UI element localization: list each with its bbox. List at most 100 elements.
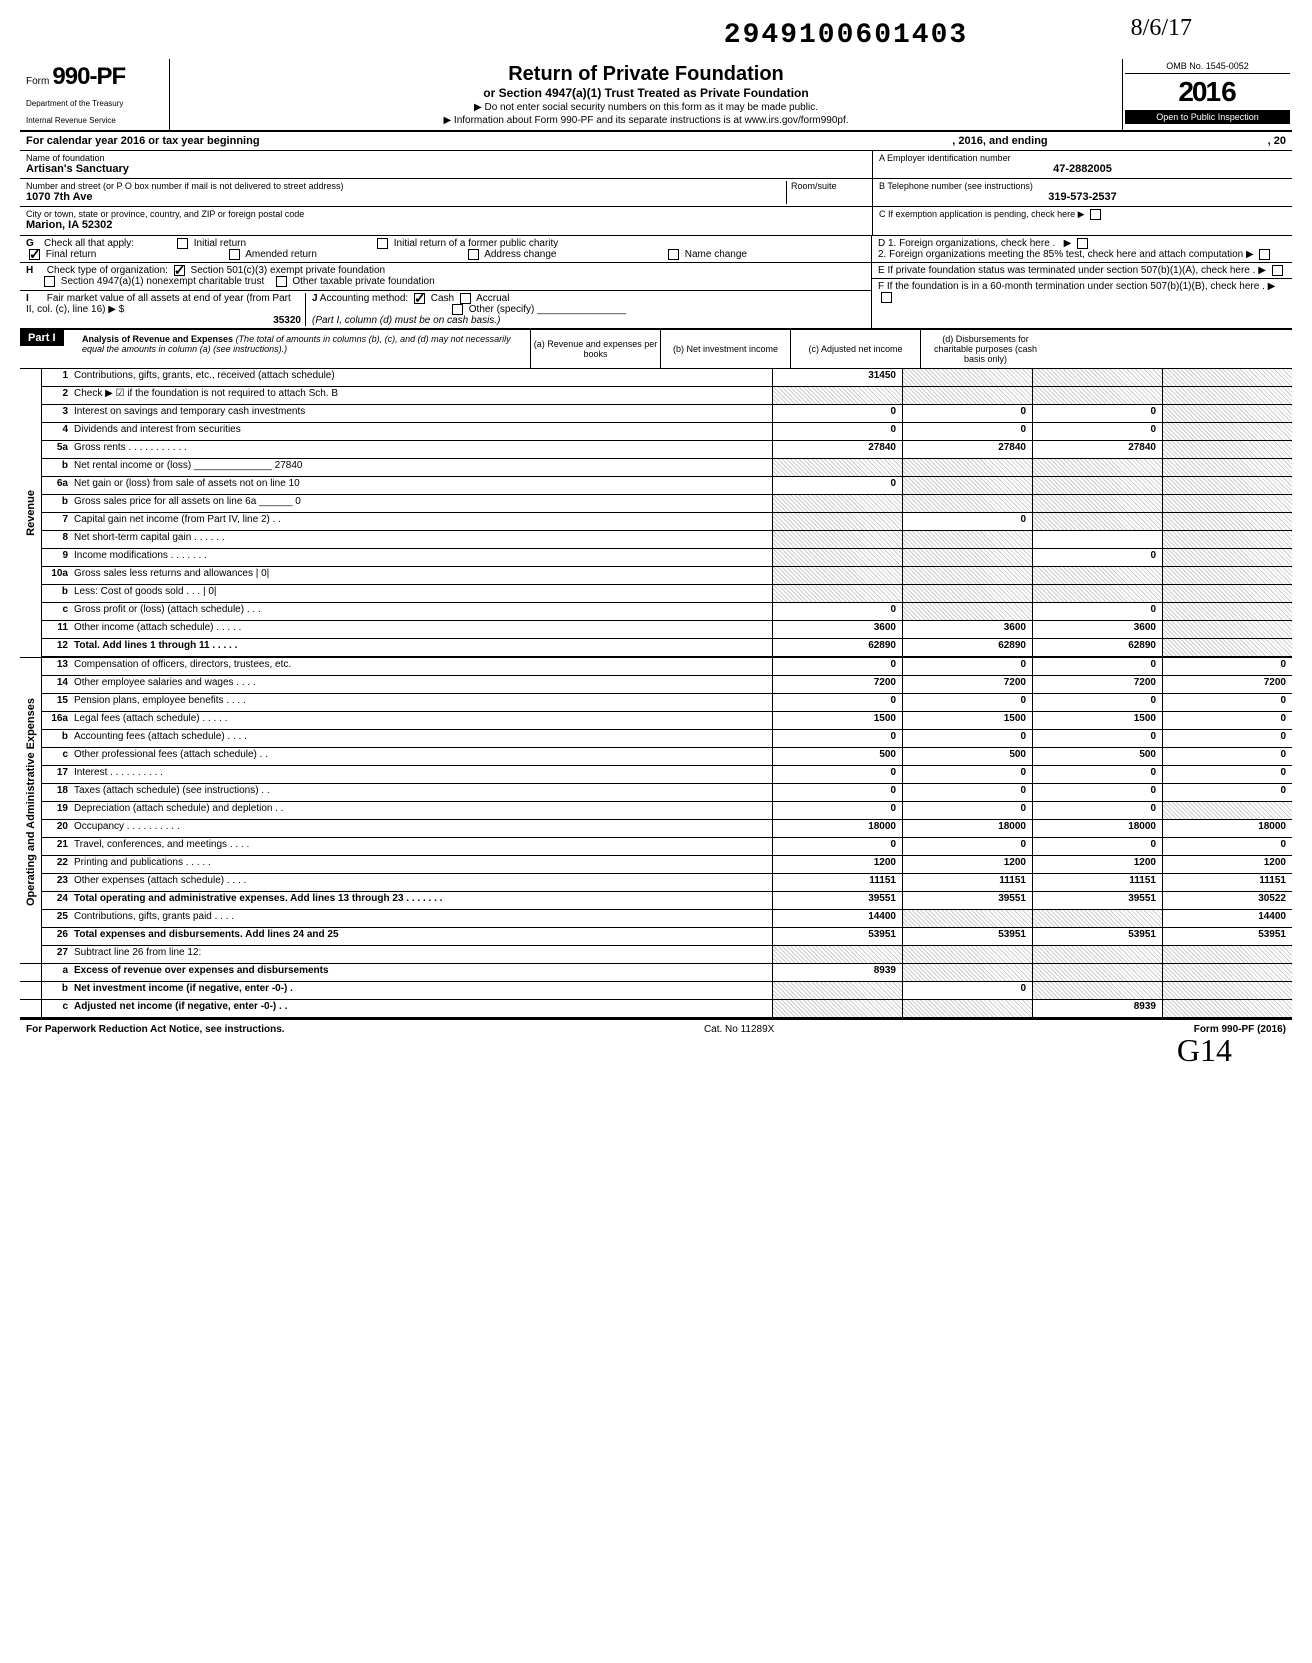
cell-b: 0 xyxy=(902,513,1032,530)
cell-d xyxy=(1162,964,1292,981)
other-method-checkbox[interactable] xyxy=(452,304,463,315)
initial-return-checkbox[interactable] xyxy=(177,238,188,249)
table-row: 18Taxes (attach schedule) (see instructi… xyxy=(42,784,1292,802)
year-prefix: 20 xyxy=(1178,76,1205,107)
cell-c xyxy=(1032,982,1162,999)
row-label: Net gain or (loss) from sale of assets n… xyxy=(74,477,772,494)
row-label: Net investment income (if negative, ente… xyxy=(74,982,772,999)
cell-c: 0 xyxy=(1032,784,1162,801)
cash-checkbox[interactable] xyxy=(414,293,425,304)
row-number: b xyxy=(42,982,74,999)
cell-c: 1200 xyxy=(1032,856,1162,873)
4947-checkbox[interactable] xyxy=(44,276,55,287)
f-label: F If the foundation is in a 60-month ter… xyxy=(878,281,1259,292)
cell-b xyxy=(902,910,1032,927)
cell-c xyxy=(1032,585,1162,602)
row-label: Net short-term capital gain . . . . . . xyxy=(74,531,772,548)
section-c-checkbox[interactable] xyxy=(1090,209,1101,220)
501c3-checkbox[interactable] xyxy=(174,265,185,276)
table-row: 14Other employee salaries and wages . . … xyxy=(42,676,1292,694)
cell-b: 27840 xyxy=(902,441,1032,458)
e-checkbox[interactable] xyxy=(1272,265,1283,276)
cell-c: 0 xyxy=(1032,694,1162,711)
cell-b: 0 xyxy=(902,694,1032,711)
cell-a: 14400 xyxy=(772,910,902,927)
row-number: 5a xyxy=(42,441,74,458)
instruction-2: ▶ Information about Form 990-PF and its … xyxy=(176,115,1116,126)
city-state-zip: Marion, IA 52302 xyxy=(26,219,866,231)
d2-checkbox[interactable] xyxy=(1259,249,1270,260)
cell-d: 0 xyxy=(1162,712,1292,729)
table-row: 1Contributions, gifts, grants, etc., rec… xyxy=(42,369,1292,387)
table-row: 8Net short-term capital gain . . . . . . xyxy=(42,531,1292,549)
cal-year-mid: , 2016, and ending xyxy=(952,135,1047,147)
cell-a: 18000 xyxy=(772,820,902,837)
former-charity-checkbox[interactable] xyxy=(377,238,388,249)
cell-b: 0 xyxy=(902,658,1032,675)
fmv-value: 35320 xyxy=(26,315,301,326)
summary-section: 27Subtract line 26 from line 12:aExcess … xyxy=(20,946,1292,1018)
row-label: Interest on savings and temporary cash i… xyxy=(74,405,772,422)
opt-501c3: Section 501(c)(3) exempt private foundat… xyxy=(191,265,386,276)
cell-b: 500 xyxy=(902,748,1032,765)
row-label: Net rental income or (loss) ____________… xyxy=(74,459,772,476)
f-checkbox[interactable] xyxy=(881,292,892,303)
cell-b: 3600 xyxy=(902,621,1032,638)
cell-d: 30522 xyxy=(1162,892,1292,909)
final-return-checkbox[interactable] xyxy=(29,249,40,260)
row-number: b xyxy=(42,459,74,476)
row-label: Interest . . . . . . . . . . xyxy=(74,766,772,783)
cell-c xyxy=(1032,459,1162,476)
cell-b: 7200 xyxy=(902,676,1032,693)
cell-c: 3600 xyxy=(1032,621,1162,638)
cell-d xyxy=(1162,477,1292,494)
cell-d: 14400 xyxy=(1162,910,1292,927)
table-row: cGross profit or (loss) (attach schedule… xyxy=(42,603,1292,621)
cell-d xyxy=(1162,621,1292,638)
table-row: 20Occupancy . . . . . . . . . .180001800… xyxy=(42,820,1292,838)
row-number: 8 xyxy=(42,531,74,548)
cell-c: 0 xyxy=(1032,802,1162,819)
cell-c xyxy=(1032,369,1162,386)
table-row: 7Capital gain net income (from Part IV, … xyxy=(42,513,1292,531)
other-taxable-checkbox[interactable] xyxy=(276,276,287,287)
row-label: Total expenses and disbursements. Add li… xyxy=(74,928,772,945)
opt-initial: Initial return xyxy=(194,238,246,249)
name-change-checkbox[interactable] xyxy=(668,249,679,260)
opt-namechange: Name change xyxy=(685,249,747,260)
cell-a: 1500 xyxy=(772,712,902,729)
d1-checkbox[interactable] xyxy=(1077,238,1088,249)
cell-b xyxy=(902,1000,1032,1017)
row-number: 7 xyxy=(42,513,74,530)
row-label: Gross sales less returns and allowances … xyxy=(74,567,772,584)
cell-c xyxy=(1032,387,1162,404)
cell-d: 18000 xyxy=(1162,820,1292,837)
footer-left: For Paperwork Reduction Act Notice, see … xyxy=(26,1024,285,1035)
accrual-checkbox[interactable] xyxy=(460,293,471,304)
amended-checkbox[interactable] xyxy=(229,249,240,260)
cell-d xyxy=(1162,982,1292,999)
col-c-header: (c) Adjusted net income xyxy=(790,330,920,368)
cell-d xyxy=(1162,387,1292,404)
table-row: 17Interest . . . . . . . . . .0000 xyxy=(42,766,1292,784)
expenses-section: Operating and Administrative Expenses 13… xyxy=(20,657,1292,946)
cell-a: 62890 xyxy=(772,639,902,656)
addr-label: Number and street (or P O box number if … xyxy=(26,181,786,191)
table-row: 23Other expenses (attach schedule) . . .… xyxy=(42,874,1292,892)
cell-c: 53951 xyxy=(1032,928,1162,945)
cell-c: 39551 xyxy=(1032,892,1162,909)
part1-heading: Analysis of Revenue and Expenses xyxy=(82,334,233,344)
address-change-checkbox[interactable] xyxy=(468,249,479,260)
cell-b: 18000 xyxy=(902,820,1032,837)
form-prefix: Form xyxy=(26,76,49,87)
row-number: b xyxy=(42,585,74,602)
row-number: 22 xyxy=(42,856,74,873)
row-number: 4 xyxy=(42,423,74,440)
row-label: Other professional fees (attach schedule… xyxy=(74,748,772,765)
row-label: Gross rents . . . . . . . . . . . xyxy=(74,441,772,458)
table-row: 26Total expenses and disbursements. Add … xyxy=(42,928,1292,946)
cell-b: 0 xyxy=(902,766,1032,783)
table-row: aExcess of revenue over expenses and dis… xyxy=(20,964,1292,982)
table-row: bAccounting fees (attach schedule) . . .… xyxy=(42,730,1292,748)
cell-d xyxy=(1162,603,1292,620)
